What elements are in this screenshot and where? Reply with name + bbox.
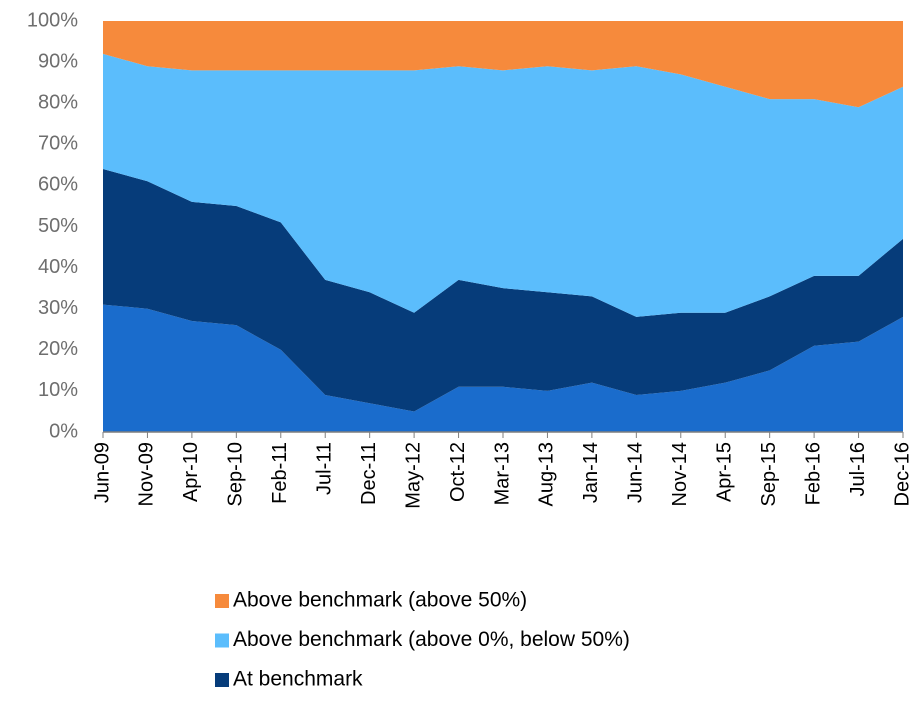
y-tick-label: 70% bbox=[38, 133, 78, 155]
y-tick-label: 100% bbox=[27, 9, 78, 31]
legend-swatch bbox=[215, 594, 229, 608]
x-tick-label: Feb-11 bbox=[269, 442, 291, 504]
x-tick-label: Sep-15 bbox=[758, 442, 780, 507]
area bbox=[103, 304, 903, 432]
legend-label: At benchmark bbox=[233, 668, 363, 691]
x-tick-label: May-12 bbox=[402, 442, 424, 509]
x-tick-label: Jun-09 bbox=[91, 442, 113, 503]
y-tick-label: 30% bbox=[38, 297, 78, 319]
y-tick-label: 40% bbox=[38, 256, 78, 278]
x-tick-label: Jan-14 bbox=[580, 442, 602, 503]
x-tick-label: Oct-12 bbox=[447, 442, 469, 502]
y-tick-label: 20% bbox=[38, 338, 78, 360]
y-tick-label: 10% bbox=[38, 379, 78, 401]
x-tick-label: Nov-14 bbox=[669, 442, 691, 506]
x-tick-label: Feb-16 bbox=[802, 442, 824, 505]
y-tick-label: 60% bbox=[38, 174, 78, 196]
x-tick-label: Dec-16 bbox=[891, 442, 913, 506]
y-tick-label: 50% bbox=[38, 215, 78, 237]
x-tick-label: Jun-14 bbox=[625, 442, 647, 503]
y-tick-label: 80% bbox=[38, 91, 78, 113]
x-tick-label: Nov-09 bbox=[136, 442, 158, 506]
x-tick-label: Sep-10 bbox=[225, 442, 247, 507]
legend-label: Above benchmark (above 0%, below 50%) bbox=[233, 628, 630, 651]
x-tick-label: Jul-11 bbox=[314, 442, 336, 495]
y-tick-label: 0% bbox=[49, 420, 78, 442]
legend-swatch bbox=[215, 633, 229, 648]
x-tick-label: Apr-15 bbox=[714, 442, 736, 502]
x-tick-label: Aug-13 bbox=[536, 442, 558, 507]
legend-swatch bbox=[215, 673, 229, 687]
y-tick-label: 90% bbox=[38, 50, 78, 72]
x-tick-label: Dec-11 bbox=[358, 442, 380, 505]
area bbox=[103, 53, 903, 317]
x-tick-label: Apr-10 bbox=[180, 442, 202, 502]
area bbox=[103, 21, 903, 108]
x-tick-label: Mar-13 bbox=[491, 442, 513, 505]
x-tick-label: Jul-16 bbox=[847, 442, 869, 496]
area bbox=[103, 168, 903, 412]
legend-label: Above benchmark (above 50%) bbox=[233, 589, 527, 612]
